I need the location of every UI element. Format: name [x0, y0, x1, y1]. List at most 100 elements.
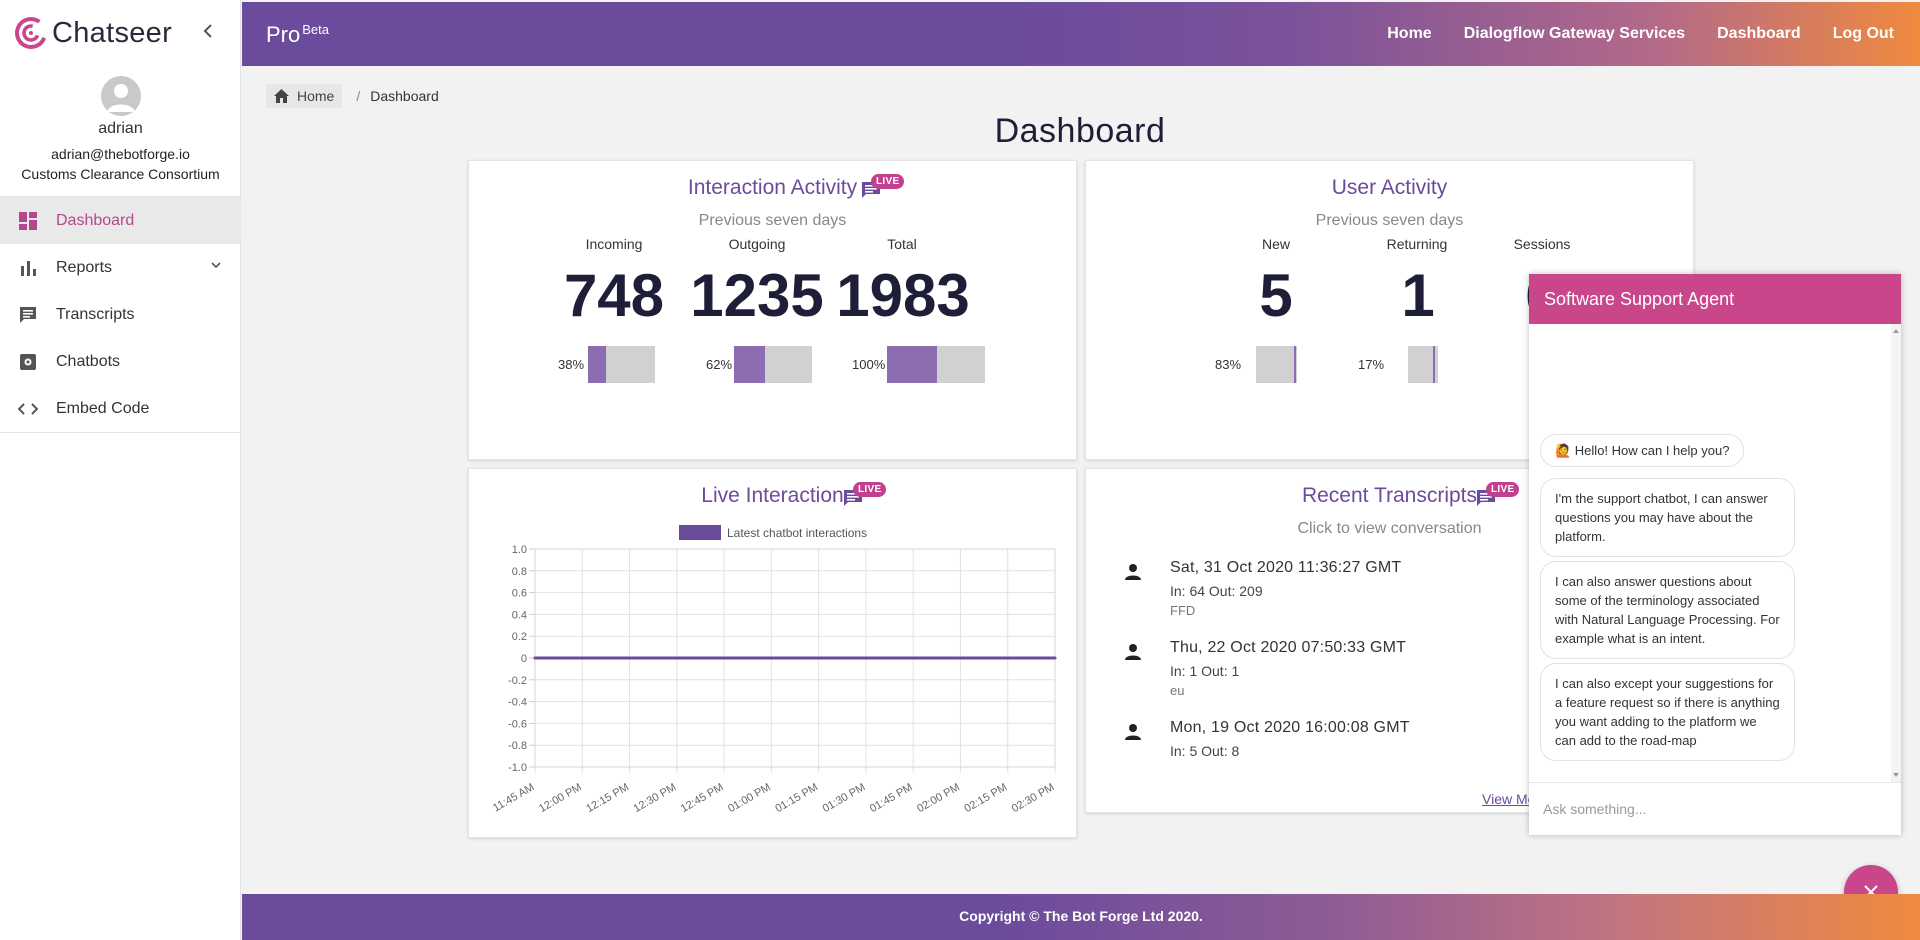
top-nav: Home Dialogflow Gateway Services Dashboa… — [1355, 25, 1894, 43]
transcript-date: Thu, 22 Oct 2020 07:50:33 GMT — [1170, 639, 1407, 656]
y-tick-label: -1.0 — [508, 762, 527, 774]
x-tick-label: 02:30 PM — [1010, 781, 1057, 815]
x-tick-label: 12:15 PM — [584, 781, 631, 815]
card-subtitle: Previous seven days — [698, 212, 847, 229]
x-tick-label: 12:00 PM — [537, 781, 584, 815]
card-title: Live Interaction — [701, 484, 844, 507]
logo[interactable]: Chatseer — [14, 14, 172, 52]
card-title: User Activity — [1331, 176, 1448, 199]
data-point — [722, 656, 726, 660]
y-tick-label: 0.2 — [512, 631, 527, 643]
incoming-percent: 38% — [558, 357, 585, 372]
y-tick-label: -0.2 — [508, 675, 527, 687]
page-title: Dashboard — [994, 112, 1166, 150]
progress-fill — [734, 346, 766, 383]
bar-chart-icon — [18, 258, 38, 278]
y-tick-label: 0.4 — [512, 609, 527, 621]
data-point — [675, 656, 679, 660]
new-users-label: New — [1261, 236, 1290, 252]
top-app-bar: Pro Beta Home Dialogflow Gateway Services… — [242, 2, 1920, 66]
breadcrumb-home-label: Home — [297, 88, 335, 104]
live-indicator: LIVE — [1476, 482, 1520, 507]
transcript-counts: In: 64 Out: 209 — [1170, 583, 1263, 599]
y-tick-label: 0 — [521, 653, 527, 665]
nav-dashboard-link[interactable]: Dashboard — [1717, 25, 1801, 42]
total-percent: 100% — [852, 357, 886, 372]
person-icon — [1125, 644, 1141, 660]
user-email: adrian@thebotforge.io — [51, 146, 190, 162]
footer: Copyright © The Bot Forge Ltd 2020. — [242, 894, 1920, 940]
home-icon — [274, 89, 289, 103]
data-point — [817, 656, 821, 660]
x-tick-label: 01:45 PM — [868, 781, 915, 815]
live-interaction-chart: Latest chatbot interactions 1.0 0.8 0.6 0.4 0… — [491, 525, 1057, 815]
scroll-down-icon — [1893, 773, 1899, 777]
sidebar-item-transcripts[interactable]: Transcripts — [0, 291, 241, 338]
returning-users-percent: 17% — [1358, 357, 1385, 372]
chat-scrollbar[interactable] — [1891, 324, 1901, 782]
user-organization: Customs Clearance Consortium — [21, 166, 220, 182]
progress-fill — [1408, 346, 1435, 383]
nav-home-link[interactable]: Home — [1387, 25, 1432, 42]
interaction-activity-card: Interaction Activity LIVE Previous seven… — [468, 160, 1077, 460]
transcript-item[interactable]: Thu, 22 Oct 2020 07:50:33 GMT In: 1 Out:… — [1110, 639, 1550, 709]
data-point — [911, 656, 915, 660]
returning-users-progress-bar — [1408, 346, 1438, 383]
code-icon — [18, 399, 38, 419]
user-name: adrian — [98, 120, 143, 137]
x-tick-label: 02:00 PM — [915, 781, 962, 815]
returning-users-label: Returning — [1386, 236, 1448, 252]
incoming-progress-bar — [588, 346, 655, 383]
chat-message: 🙋 Hello! How can I help you? — [1540, 434, 1745, 467]
avatar[interactable] — [101, 76, 141, 116]
live-interaction-card: Live Interaction LIVE Latest chatbot int… — [468, 468, 1077, 838]
incoming-value: 748 — [563, 262, 665, 329]
transcript-tag: FFD — [1170, 603, 1196, 618]
chevron-down-icon — [211, 258, 221, 272]
x-tick-label: 12:45 PM — [679, 781, 726, 815]
x-tick-label: 11:45 AM — [491, 781, 537, 814]
breadcrumb: Home / Dashboard — [266, 84, 439, 108]
y-tick-label: 0.8 — [512, 566, 527, 578]
user-icon — [107, 84, 135, 112]
data-point — [958, 656, 962, 660]
person-icon — [1125, 564, 1141, 580]
legend-label: Latest chatbot interactions — [727, 526, 867, 540]
sidebar: Chatseer adrian adrian@thebotforge.io Cu… — [0, 0, 241, 940]
breadcrumb-home[interactable]: Home — [266, 84, 343, 108]
person-icon — [1125, 724, 1141, 740]
x-tick-label: 02:15 PM — [962, 781, 1009, 815]
nav-logout-link[interactable]: Log Out — [1832, 25, 1894, 42]
legend-swatch — [679, 525, 721, 540]
x-tick-label: 01:30 PM — [821, 781, 868, 815]
chat-message: I can also answer questions about some o… — [1540, 561, 1795, 659]
sidebar-item-embed-code[interactable]: Embed Code — [0, 385, 241, 432]
sidebar-item-label: Transcripts — [56, 305, 135, 323]
collapse-sidebar-button[interactable] — [202, 22, 214, 45]
progress-fill — [588, 346, 607, 383]
chat-input[interactable]: Ask something... — [1529, 782, 1901, 835]
transcript-item[interactable]: Mon, 19 Oct 2020 16:00:08 GMT In: 5 Out:… — [1110, 719, 1550, 789]
x-tick-label: 12:30 PM — [632, 781, 679, 815]
x-tick-label: 01:15 PM — [773, 781, 820, 815]
chatbot-icon — [18, 352, 38, 372]
y-tick-label: 1.0 — [512, 544, 527, 556]
sidebar-item-reports[interactable]: Reports — [0, 244, 241, 291]
data-point — [769, 656, 773, 660]
sidebar-item-label: Reports — [56, 258, 113, 276]
new-users-value: 5 — [1259, 262, 1293, 329]
transcript-item[interactable]: Sat, 31 Oct 2020 11:36:27 GMT In: 64 Out… — [1110, 559, 1550, 629]
sidebar-item-dashboard[interactable]: Dashboard — [0, 197, 241, 244]
y-tick-label: -0.4 — [508, 697, 527, 709]
live-badge: LIVE — [853, 482, 887, 497]
sidebar-item-label: Embed Code — [56, 399, 150, 417]
sidebar-item-chatbots[interactable]: Chatbots — [0, 338, 241, 385]
progress-fill — [1256, 346, 1296, 383]
y-tick-label: -0.6 — [508, 718, 527, 730]
breadcrumb-current: Dashboard — [370, 88, 439, 104]
outgoing-label: Outgoing — [728, 236, 786, 252]
chat-messages: 🙋 Hello! How can I help you? I'm the sup… — [1529, 324, 1901, 782]
card-subtitle: Click to view conversation — [1297, 520, 1482, 537]
card-title: Recent Transcripts — [1301, 484, 1478, 507]
nav-dialogflow-gateway-link[interactable]: Dialogflow Gateway Services — [1463, 25, 1686, 42]
